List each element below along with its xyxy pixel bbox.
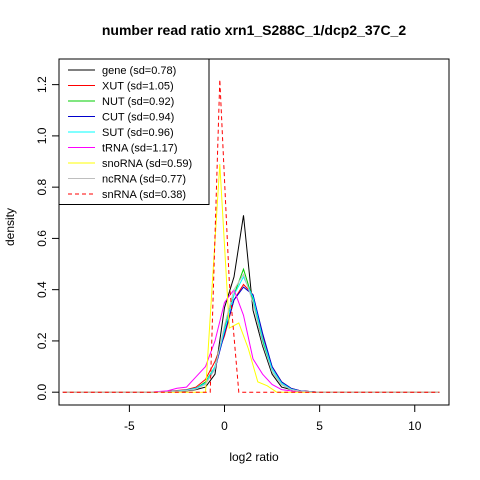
y-tick-label: 1.2 xyxy=(35,76,49,93)
x-axis: -5 0 5 10 xyxy=(124,404,422,433)
legend-label: XUT (sd=1.05) xyxy=(102,81,174,93)
x-tick-label: 10 xyxy=(408,419,422,433)
y-axis-label: density xyxy=(3,208,17,246)
series-line-6 xyxy=(62,164,440,393)
y-tick-label: 0.2 xyxy=(35,332,49,349)
legend-label: ncRNA (sd=0.77) xyxy=(102,174,186,186)
y-tick-label: 0.6 xyxy=(35,230,49,247)
legend-label: tRNA (sd=1.17) xyxy=(102,143,178,155)
y-tick-label: 0.4 xyxy=(35,281,49,298)
x-tick-label: 0 xyxy=(221,419,228,433)
legend-label: NUT (sd=0.92) xyxy=(102,96,174,108)
series-line-7 xyxy=(62,273,440,393)
legend-label: CUT (sd=0.94) xyxy=(102,112,174,124)
y-tick-label: 0.8 xyxy=(35,178,49,195)
legend-label: snoRNA (sd=0.59) xyxy=(102,158,192,170)
legend-label: gene (sd=0.78) xyxy=(102,65,176,77)
series-line-8 xyxy=(62,79,440,393)
legend: gene (sd=0.78) XUT (sd=1.05) NUT (sd=0.92)… xyxy=(58,58,210,205)
y-tick-label: 0.0 xyxy=(35,384,49,401)
legend-label: snRNA (sd=0.38) xyxy=(102,189,186,201)
x-tick-label: -5 xyxy=(124,419,135,433)
series-lines xyxy=(62,79,440,393)
y-tick-label: 1.0 xyxy=(35,127,49,144)
legend-label: SUT (sd=0.96) xyxy=(102,127,174,139)
x-axis-label: log2 ratio xyxy=(229,450,279,464)
x-tick-label: 5 xyxy=(316,419,323,433)
chart-title: number read ratio xrn1_S288C_1/dcp2_37C_… xyxy=(102,22,406,38)
